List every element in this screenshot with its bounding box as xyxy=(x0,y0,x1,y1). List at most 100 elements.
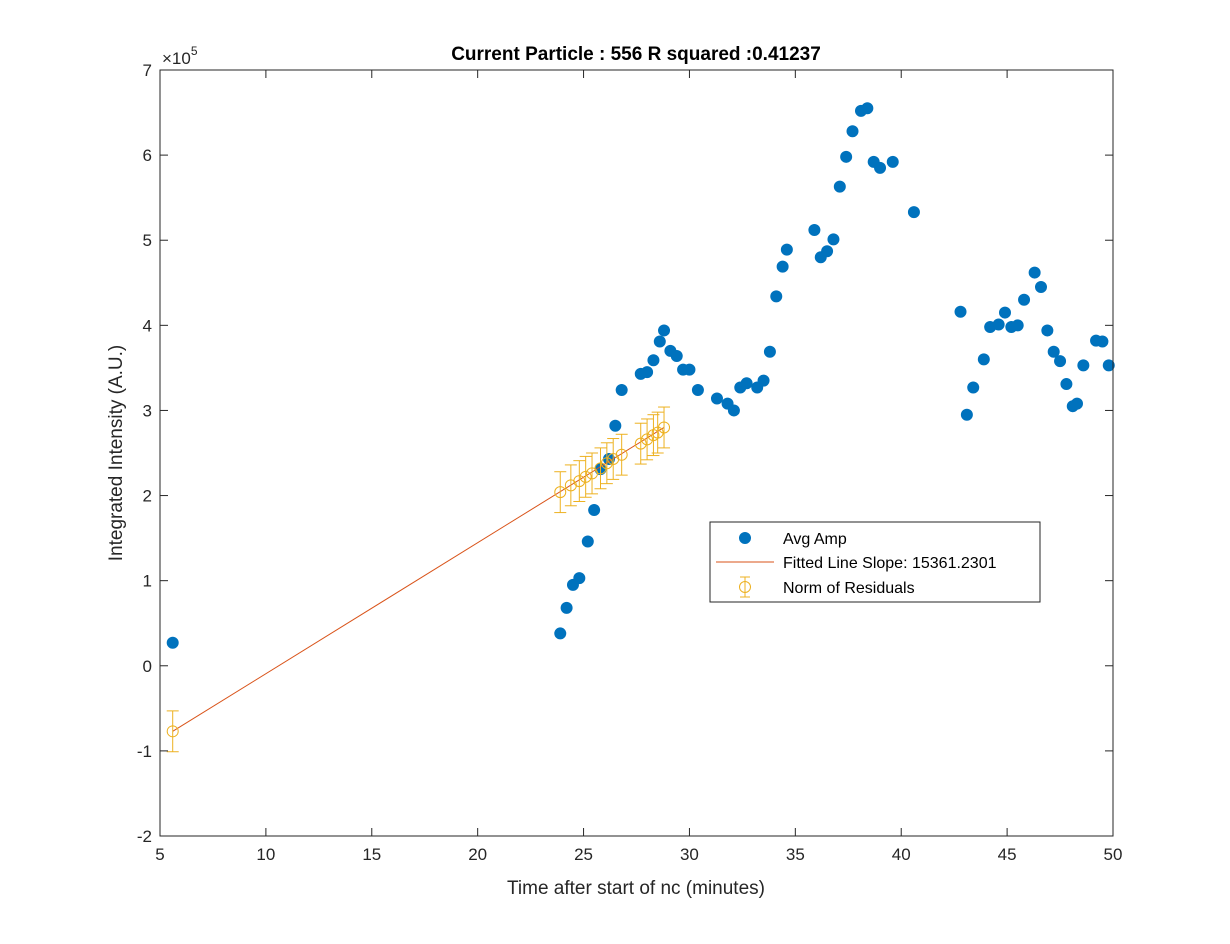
avg-amp-point xyxy=(710,392,723,405)
avg-amp-point xyxy=(827,233,840,246)
y-tick-label: 0 xyxy=(143,657,152,676)
legend-swatch-residuals xyxy=(739,581,751,593)
avg-amp-point xyxy=(653,335,666,348)
avg-amp-point xyxy=(770,290,783,303)
avg-amp-point xyxy=(1077,359,1090,372)
avg-amp-point xyxy=(954,305,967,318)
y-tick-label: 1 xyxy=(143,572,152,591)
avg-amp-point xyxy=(588,504,601,517)
residual-point xyxy=(554,486,567,499)
x-tick-label: 50 xyxy=(1104,845,1123,864)
avg-amp-point xyxy=(727,404,740,417)
x-tick-label: 10 xyxy=(256,845,275,864)
residual-point xyxy=(641,433,654,446)
residual-point xyxy=(634,437,647,450)
avg-amp-point xyxy=(992,318,1005,331)
avg-amp-point xyxy=(573,572,586,585)
avg-amp-point xyxy=(1070,397,1083,410)
legend-swatch-avg-amp xyxy=(739,532,751,544)
avg-amp-point xyxy=(907,206,920,219)
avg-amp-point xyxy=(886,155,899,168)
avg-amp-point xyxy=(757,374,770,387)
y-tick-label: -2 xyxy=(137,827,152,846)
residual-point xyxy=(658,421,671,434)
avg-amp-point xyxy=(581,535,594,548)
avg-amp-point xyxy=(808,224,821,237)
avg-amp-point xyxy=(1034,281,1047,294)
avg-amp-point xyxy=(641,366,654,379)
y-tick-label: 3 xyxy=(143,401,152,420)
avg-amp-point xyxy=(647,354,660,367)
avg-amp-point xyxy=(1018,293,1031,306)
avg-amp-point xyxy=(977,353,990,366)
avg-amp-point xyxy=(998,306,1011,319)
avg-amp-point xyxy=(1102,359,1115,372)
avg-amp-point xyxy=(846,125,859,138)
avg-amp-point xyxy=(683,363,696,376)
avg-amp-point xyxy=(1060,378,1073,391)
x-tick-label: 5 xyxy=(155,845,164,864)
y-axis-label: Integrated Intensity (A.U.) xyxy=(106,345,127,562)
avg-amp-point xyxy=(615,384,628,397)
y-tick-label: 5 xyxy=(143,231,152,250)
y-exponent-power: 5 xyxy=(191,44,198,58)
avg-amp-point xyxy=(740,377,753,390)
y-tick-label: -1 xyxy=(137,742,152,761)
avg-amp-point xyxy=(1096,335,1109,348)
avg-amp-point xyxy=(776,260,789,273)
residual-point xyxy=(573,475,586,488)
avg-amp-point xyxy=(609,419,622,432)
residual-point xyxy=(166,725,179,738)
residual-point xyxy=(600,457,613,470)
data-layer xyxy=(166,102,1115,753)
residual-point xyxy=(579,470,592,483)
avg-amp-point xyxy=(554,627,567,640)
avg-amp-point xyxy=(1047,345,1060,358)
avg-amp-point xyxy=(861,102,874,115)
y-exponent-base: ×10 xyxy=(162,49,191,68)
avg-amp-point xyxy=(658,324,671,337)
avg-amp-point xyxy=(821,245,834,258)
residual-point xyxy=(615,448,628,461)
avg-amp-point xyxy=(166,636,179,649)
avg-amp-point xyxy=(1041,324,1054,337)
legend-swatches xyxy=(716,532,774,598)
avg-amp-point xyxy=(960,408,973,421)
avg-amp-point xyxy=(840,150,853,163)
avg-amp-point xyxy=(1011,319,1024,332)
x-tick-label: 15 xyxy=(362,845,381,864)
y-tick-label: 2 xyxy=(143,487,152,506)
x-tick-label: 25 xyxy=(574,845,593,864)
legend-entry-residuals: Norm of Residuals xyxy=(783,580,915,597)
x-tick-label: 20 xyxy=(468,845,487,864)
avg-amp-point xyxy=(874,161,887,174)
avg-amp-point xyxy=(967,381,980,394)
y-tick-label: 7 xyxy=(143,61,152,80)
plot-background xyxy=(160,70,1113,836)
y-exponent-label: ×105 xyxy=(162,44,198,68)
x-tick-label: 45 xyxy=(998,845,1017,864)
chart-title: Current Particle : 556 R squared :0.4123… xyxy=(451,44,821,65)
x-axis-label: Time after start of nc (minutes) xyxy=(507,878,765,899)
avg-amp-point xyxy=(670,349,683,362)
avg-amp-point xyxy=(780,243,793,256)
plot-frame xyxy=(159,69,1114,837)
avg-amp-point xyxy=(1028,266,1041,279)
legend-entry-avg-amp: Avg Amp xyxy=(783,531,847,548)
y-tick-label: 4 xyxy=(143,316,152,335)
x-tick-label: 30 xyxy=(680,845,699,864)
avg-amp-point xyxy=(691,384,704,397)
avg-amp-point xyxy=(833,180,846,193)
x-tick-label: 40 xyxy=(892,845,911,864)
avg-amp-point xyxy=(1054,355,1067,368)
y-tick-label: 6 xyxy=(143,146,152,165)
legend-entry-fitted-line: Fitted Line Slope: 15361.2301 xyxy=(783,555,997,572)
x-tick-label: 35 xyxy=(786,845,805,864)
fitted-line xyxy=(172,427,665,732)
avg-amp-point xyxy=(560,601,573,614)
legend: Avg Amp Fitted Line Slope: 15361.2301 No… xyxy=(709,521,1041,603)
avg-amp-point xyxy=(763,345,776,358)
